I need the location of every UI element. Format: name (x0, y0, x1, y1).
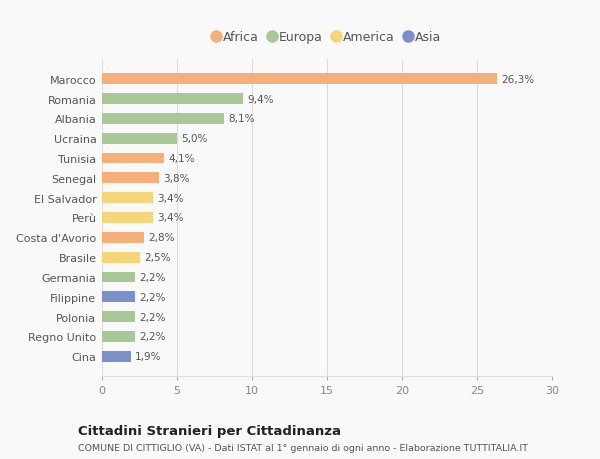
Text: 2,2%: 2,2% (139, 332, 166, 342)
Text: 26,3%: 26,3% (501, 74, 534, 84)
Bar (102, 173, 159, 184)
Bar (102, 134, 177, 144)
Text: 9,4%: 9,4% (248, 94, 274, 104)
Text: 3,4%: 3,4% (157, 213, 184, 223)
Bar (102, 213, 153, 224)
Text: 2,2%: 2,2% (139, 312, 166, 322)
Bar (102, 272, 135, 283)
Text: 3,4%: 3,4% (157, 193, 184, 203)
Text: 4,1%: 4,1% (168, 154, 194, 164)
Text: 8,1%: 8,1% (228, 114, 254, 124)
Bar (102, 292, 135, 302)
Text: Cittadini Stranieri per Cittadinanza: Cittadini Stranieri per Cittadinanza (78, 425, 341, 437)
Bar (102, 232, 144, 243)
Bar (102, 114, 223, 124)
Legend: Africa, Europa, America, Asia: Africa, Europa, America, Asia (213, 31, 441, 44)
Bar (102, 74, 497, 85)
Bar (102, 312, 135, 322)
Text: 5,0%: 5,0% (182, 134, 208, 144)
Bar (102, 331, 135, 342)
Bar (102, 351, 131, 362)
Text: 2,2%: 2,2% (139, 272, 166, 282)
Text: COMUNE DI CITTIGLIO (VA) - Dati ISTAT al 1° gennaio di ogni anno - Elaborazione : COMUNE DI CITTIGLIO (VA) - Dati ISTAT al… (78, 443, 528, 452)
Bar (102, 193, 153, 204)
Text: 2,2%: 2,2% (139, 292, 166, 302)
Text: 3,8%: 3,8% (163, 174, 190, 184)
Bar (102, 94, 243, 105)
Text: 2,8%: 2,8% (149, 233, 175, 243)
Text: 2,5%: 2,5% (144, 252, 170, 263)
Bar (102, 252, 139, 263)
Text: 1,9%: 1,9% (135, 352, 161, 362)
Bar (102, 153, 163, 164)
